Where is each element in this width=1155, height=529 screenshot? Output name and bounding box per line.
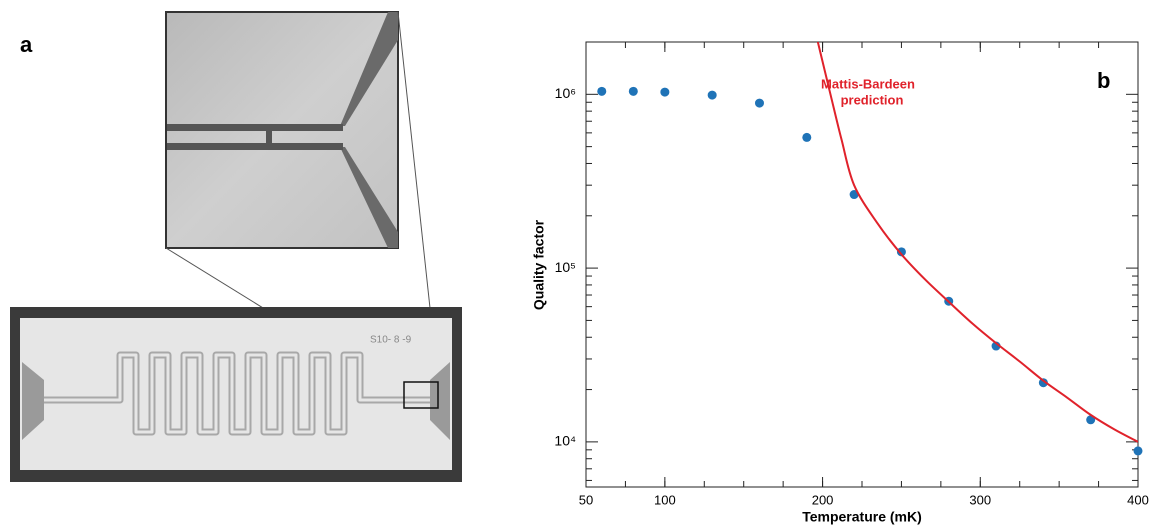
data-point — [660, 87, 670, 97]
data-point — [707, 90, 717, 100]
x-tick-label: 300 — [969, 492, 991, 507]
y-tick-label: 10⁶ — [555, 85, 576, 101]
x-tick-label: 200 — [812, 492, 834, 507]
data-point — [1133, 446, 1143, 456]
x-tick-label: 400 — [1127, 492, 1149, 507]
data-point — [896, 247, 906, 257]
y-tick-label: 10⁴ — [554, 433, 576, 449]
panel-label: a — [20, 32, 33, 57]
chip-photo — [10, 307, 462, 482]
chip-text: S10- 8 -9 — [370, 335, 412, 346]
data-point — [802, 132, 812, 142]
panel-label: b — [1097, 68, 1110, 93]
data-point — [628, 86, 638, 96]
data-point — [597, 86, 607, 96]
x-tick-label: 100 — [654, 492, 676, 507]
x-axis-label: Temperature (mK) — [802, 509, 922, 525]
y-axis-label: Quality factor — [531, 219, 547, 310]
plot-frame — [585, 41, 1139, 488]
data-point — [754, 98, 764, 108]
y-tick-label: 10⁵ — [555, 259, 576, 275]
data-point — [1038, 378, 1048, 388]
x-tick-label: 50 — [579, 492, 593, 507]
fit-curve — [816, 42, 1138, 443]
annotation: Mattis-Bardeen — [821, 76, 915, 91]
annotation: prediction — [841, 92, 904, 107]
inset-photo — [165, 11, 399, 249]
data-point — [849, 190, 859, 200]
